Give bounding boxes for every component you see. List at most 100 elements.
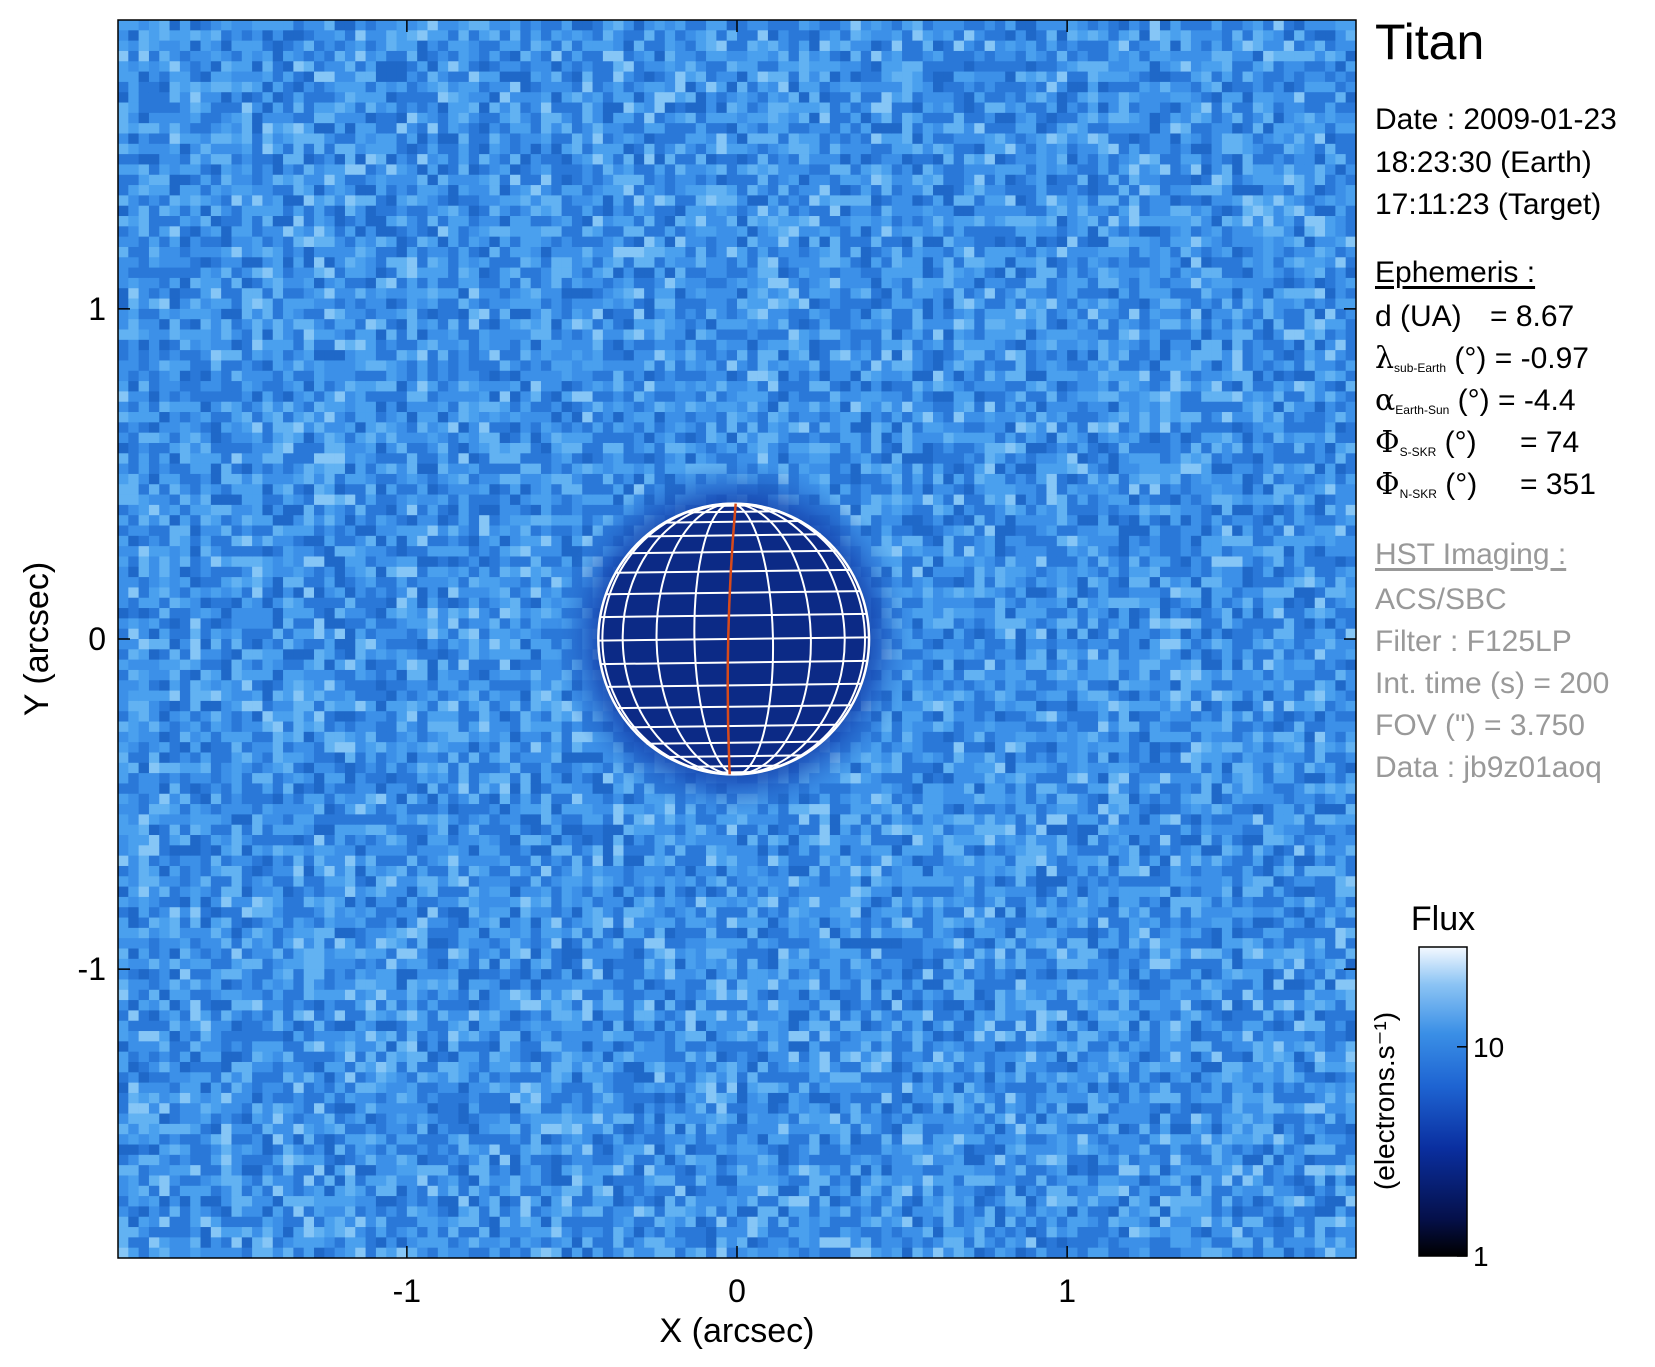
image-pixel	[406, 773, 418, 784]
image-pixel	[252, 618, 263, 629]
image-pixel	[520, 246, 531, 258]
image-pixel	[169, 1247, 181, 1258]
image-pixel	[252, 855, 263, 867]
image-pixel	[262, 1051, 274, 1063]
image-pixel	[190, 556, 201, 568]
image-pixel	[458, 1041, 470, 1052]
image-pixel	[458, 40, 470, 52]
image-pixel	[530, 917, 542, 929]
image-pixel	[210, 793, 222, 805]
image-pixel	[241, 639, 253, 650]
image-pixel	[530, 61, 542, 72]
image-pixel	[499, 1227, 511, 1238]
image-pixel	[221, 690, 232, 702]
image-pixel	[293, 917, 304, 929]
image-pixel	[427, 639, 439, 650]
image-pixel	[241, 381, 253, 392]
image-pixel	[520, 855, 531, 867]
image-pixel	[375, 814, 387, 825]
image-pixel	[221, 896, 232, 908]
image-pixel	[344, 298, 356, 310]
image-pixel	[190, 1165, 201, 1176]
image-pixel	[355, 783, 366, 795]
image-pixel	[324, 1175, 335, 1187]
image-pixel	[427, 1041, 439, 1052]
image-pixel	[427, 597, 439, 609]
image-pixel	[293, 102, 304, 114]
image-pixel	[138, 236, 150, 248]
image-pixel	[324, 948, 335, 960]
image-pixel	[252, 277, 263, 289]
image-pixel	[458, 1227, 470, 1238]
image-pixel	[386, 515, 397, 526]
image-pixel	[427, 793, 439, 805]
image-pixel	[530, 546, 542, 557]
image-pixel	[324, 81, 335, 93]
image-pixel	[148, 143, 160, 155]
image-pixel	[448, 81, 459, 93]
image-pixel	[303, 948, 315, 960]
image-pixel	[437, 556, 449, 568]
image-pixel	[520, 618, 531, 629]
image-pixel	[179, 618, 191, 629]
image-pixel	[406, 1082, 418, 1094]
image-pixel	[272, 659, 284, 671]
image-pixel	[427, 432, 439, 444]
image-pixel	[489, 927, 501, 939]
image-pixel	[468, 1227, 480, 1238]
image-pixel	[252, 1247, 263, 1258]
image-pixel	[283, 226, 294, 237]
image-pixel	[520, 350, 531, 361]
image-pixel	[355, 969, 366, 980]
image-pixel	[200, 835, 212, 846]
image-pixel	[159, 102, 170, 114]
image-pixel	[262, 989, 274, 1001]
image-pixel	[499, 845, 511, 856]
image-pixel	[344, 112, 356, 124]
image-pixel	[118, 50, 129, 62]
image-pixel	[210, 1020, 222, 1032]
image-pixel	[468, 30, 480, 41]
image-pixel	[179, 587, 191, 599]
image-pixel	[489, 793, 501, 805]
image-pixel	[510, 71, 521, 83]
image-pixel	[530, 246, 542, 258]
image-pixel	[314, 669, 325, 681]
image-pixel	[252, 742, 263, 753]
image-pixel	[283, 989, 294, 1001]
image-pixel	[148, 515, 160, 526]
image-pixel	[303, 742, 315, 753]
image-pixel	[375, 1175, 387, 1187]
image-pixel	[118, 907, 129, 918]
image-pixel	[138, 1113, 150, 1125]
image-pixel	[479, 1061, 490, 1073]
image-pixel	[200, 164, 212, 176]
image-pixel	[489, 979, 501, 991]
image-pixel	[334, 236, 346, 248]
image-pixel	[190, 267, 201, 279]
image-pixel	[128, 133, 139, 145]
image-pixel	[489, 308, 501, 320]
image-pixel	[221, 381, 232, 392]
image-pixel	[293, 649, 304, 660]
image-pixel	[406, 205, 418, 217]
image-pixel	[406, 886, 418, 898]
image-pixel	[448, 473, 459, 485]
image-pixel	[396, 185, 408, 196]
image-pixel	[448, 50, 459, 62]
image-pixel	[489, 876, 501, 887]
image-pixel	[148, 308, 160, 320]
image-pixel	[510, 226, 521, 237]
image-pixel	[210, 473, 222, 485]
image-pixel	[148, 731, 160, 743]
image-pixel	[231, 1185, 243, 1197]
image-pixel	[344, 61, 356, 72]
image-pixel	[406, 154, 418, 165]
image-pixel	[334, 1000, 346, 1011]
image-pixel	[314, 608, 325, 619]
image-pixel	[221, 824, 232, 836]
image-pixel	[118, 339, 129, 351]
image-pixel	[355, 1237, 366, 1248]
image-pixel	[252, 969, 263, 980]
image-pixel	[365, 20, 377, 31]
